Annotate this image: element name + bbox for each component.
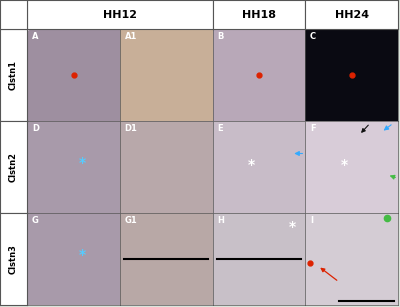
Text: *: * [79,156,86,170]
Text: HH18: HH18 [242,10,276,20]
Text: A: A [32,32,38,41]
Text: C: C [310,32,316,41]
Text: H: H [217,216,224,225]
Text: Clstn3: Clstn3 [9,244,18,274]
Text: *: * [79,248,86,262]
Text: D1: D1 [124,124,138,133]
Text: B: B [217,32,224,41]
Text: HH24: HH24 [334,10,369,20]
Text: G: G [32,216,39,225]
Text: E: E [217,124,223,133]
Text: *: * [289,220,296,234]
Text: F: F [310,124,316,133]
Text: Clstn2: Clstn2 [9,152,18,182]
Text: D: D [32,124,39,133]
Text: *: * [341,158,348,173]
Text: HH12: HH12 [103,10,137,20]
Text: A1: A1 [124,32,137,41]
Text: *: * [22,24,29,38]
Text: *: * [248,158,255,173]
Text: G1: G1 [124,216,137,225]
Text: Clstn1: Clstn1 [9,60,18,90]
Text: I: I [310,216,313,225]
